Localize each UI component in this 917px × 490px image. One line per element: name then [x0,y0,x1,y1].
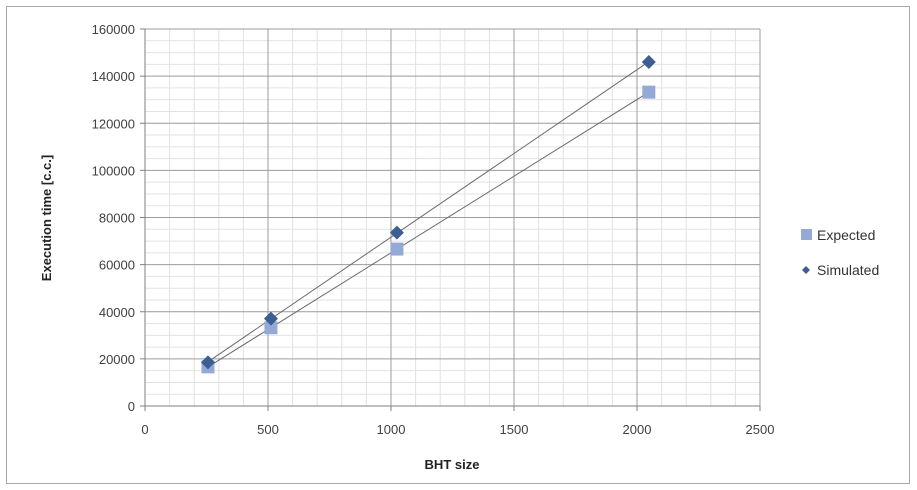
data-point-expected [390,242,404,256]
legend-marker-expected [801,229,812,240]
legend-label-simulated: Simulated [817,262,879,278]
data-point-simulated [200,355,215,370]
x-tick-label: 2000 [623,422,652,437]
tick-label-layer: 0 500 1000 1500 2000 2500 0 20000 40000 60000 8000… [92,22,775,437]
trendline-simulated [207,61,650,363]
trendline-layer [207,61,650,368]
x-tick-label: 500 [257,422,279,437]
y-tick-label: 160000 [92,22,135,37]
data-point-simulated [641,54,656,69]
data-point-simulated [389,225,404,240]
legend-item-expected: Expected [801,227,875,243]
data-point-simulated [263,311,278,326]
y-tick-label: 40000 [99,305,135,320]
axis-layer [140,28,761,411]
x-tick-label: 2500 [746,422,775,437]
legend: Expected Simulated [801,227,879,278]
y-tick-label: 100000 [92,163,135,178]
legend-item-simulated: Simulated [802,262,879,278]
grid-layer [145,28,761,406]
chart-frame [6,6,910,484]
marker-layer [200,54,656,374]
legend-label-expected: Expected [817,227,875,243]
data-point-expected [264,321,278,335]
x-tick-label: 1000 [377,422,406,437]
y-tick-label: 120000 [92,116,135,131]
legend-marker-simulated [802,266,810,274]
y-tick-label: 20000 [99,352,135,367]
x-axis-title: BHT size [425,457,480,472]
x-tick-label: 1500 [500,422,529,437]
y-axis-title: Execution time [c.c.] [39,155,54,281]
y-tick-label: 140000 [92,69,135,84]
x-tick-label: 0 [141,422,148,437]
trendline-expected [207,91,650,368]
y-tick-label: 80000 [99,211,135,226]
y-tick-label: 0 [128,399,135,414]
data-point-expected [642,85,656,99]
y-tick-label: 60000 [99,258,135,273]
